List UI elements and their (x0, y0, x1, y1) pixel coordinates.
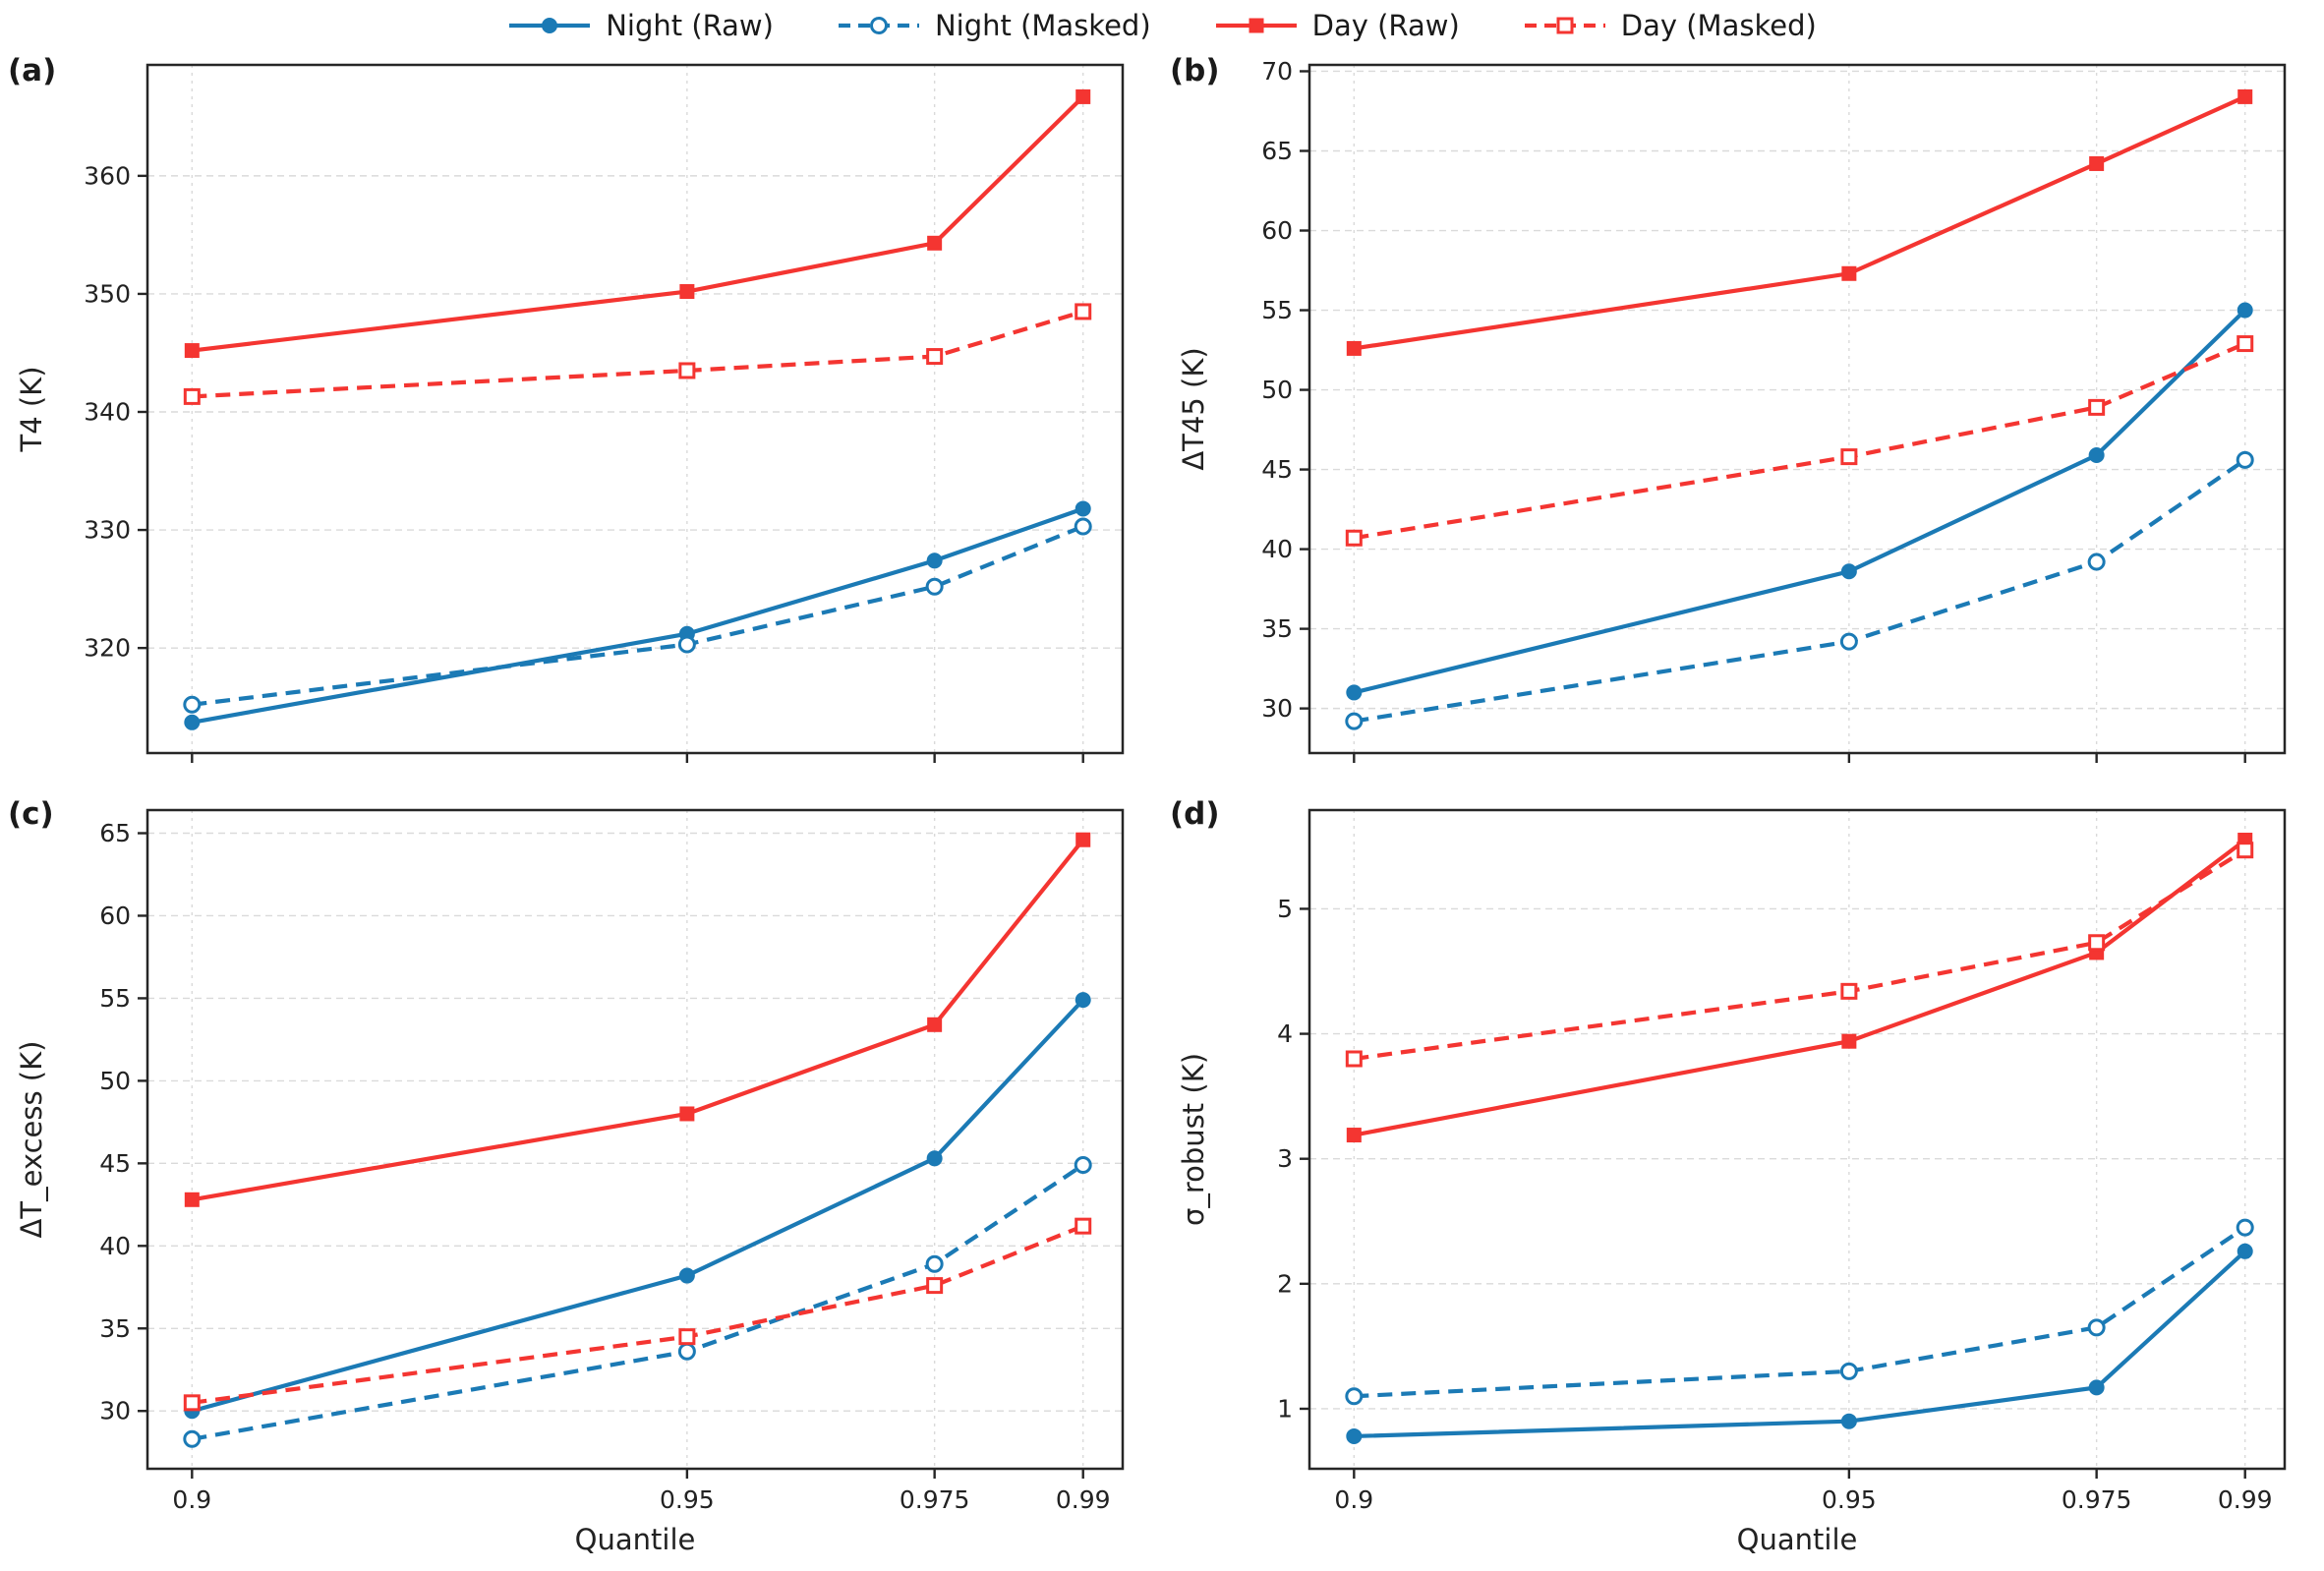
night-masked-line-marker-icon (838, 17, 919, 34)
svg-text:4: 4 (1277, 1019, 1293, 1048)
legend-item-day-raw: Day (Raw) (1214, 9, 1460, 42)
panel-d: (d) 1 2 3 4 5 0.9 0.95 0.975 0.99 σ_robust (K) Qua… (1162, 785, 2324, 1571)
svg-text:330: 330 (84, 516, 131, 545)
svg-text:Quantile: Quantile (575, 1523, 696, 1556)
legend: Night (Raw) Night (Masked) Day (Raw) Day… (0, 0, 2324, 51)
panel-letter-b: (b) (1170, 53, 1220, 88)
legend-item-day-masked: Day (Masked) (1523, 9, 1817, 42)
svg-text:45: 45 (1261, 455, 1293, 484)
panel-c: (c) 30 35 40 45 50 55 60 65 0.9 0.95 0.975 0.99 ΔT_e… (0, 785, 1162, 1571)
panel-b: (b) 30 35 40 45 50 55 60 65 70 ΔT45 (K) (1162, 51, 2324, 785)
svg-text:0.99: 0.99 (2218, 1485, 2273, 1514)
svg-text:Quantile: Quantile (1737, 1523, 1858, 1556)
svg-text:35: 35 (99, 1314, 131, 1343)
svg-text:0.99: 0.99 (1056, 1485, 1111, 1514)
svg-text:60: 60 (99, 902, 131, 930)
legend-item-night-masked: Night (Masked) (837, 9, 1151, 42)
svg-text:T4 (K): T4 (K) (15, 366, 48, 452)
legend-label: Day (Masked) (1620, 9, 1817, 42)
svg-text:65: 65 (99, 819, 131, 847)
svg-text:35: 35 (1261, 614, 1293, 643)
svg-text:3: 3 (1277, 1144, 1293, 1173)
panel-letter-d: (d) (1170, 796, 1220, 832)
svg-text:0.9: 0.9 (1334, 1485, 1373, 1514)
svg-text:50: 50 (1261, 376, 1293, 404)
svg-text:70: 70 (1261, 57, 1293, 86)
svg-text:40: 40 (1261, 535, 1293, 563)
svg-text:0.975: 0.975 (900, 1485, 970, 1514)
svg-text:0.95: 0.95 (1822, 1485, 1877, 1514)
svg-text:360: 360 (84, 161, 131, 190)
svg-text:45: 45 (99, 1149, 131, 1178)
day-masked-line-marker-icon (1524, 17, 1605, 34)
chart-sigma-robust: 1 2 3 4 5 0.9 0.95 0.975 0.99 σ_robust (K) Quantil… (1177, 808, 2287, 1556)
legend-label: Night (Raw) (606, 9, 774, 42)
svg-text:ΔT_excess (K): ΔT_excess (K) (15, 1041, 48, 1239)
svg-text:1: 1 (1277, 1394, 1293, 1423)
legend-label: Day (Raw) (1311, 9, 1460, 42)
panel-a: (a) 320 330 340 350 360 T4 (K) (0, 51, 1162, 785)
svg-text:30: 30 (99, 1397, 131, 1426)
svg-text:0.975: 0.975 (2062, 1485, 2132, 1514)
panels-grid: (a) 320 330 340 350 360 T4 (K) (b) 30 35 40 45 50… (0, 51, 2324, 1571)
svg-text:30: 30 (1261, 694, 1293, 723)
svg-text:0.9: 0.9 (172, 1485, 211, 1514)
svg-text:ΔT45 (K): ΔT45 (K) (1177, 347, 1210, 470)
legend-label: Night (Masked) (934, 9, 1151, 42)
svg-text:2: 2 (1277, 1269, 1293, 1298)
svg-text:60: 60 (1261, 216, 1293, 245)
day-raw-line-marker-icon (1215, 18, 1297, 33)
chart-t4: 320 330 340 350 360 T4 (K) (15, 63, 1125, 763)
legend-item-night-raw: Night (Raw) (507, 9, 774, 42)
svg-text:340: 340 (84, 398, 131, 427)
panel-letter-c: (c) (8, 796, 54, 832)
chart-dt45: 30 35 40 45 50 55 60 65 70 ΔT45 (K) (1177, 57, 2287, 763)
panel-letter-a: (a) (8, 53, 57, 88)
night-raw-line-marker-icon (509, 18, 591, 33)
svg-text:50: 50 (99, 1067, 131, 1095)
svg-text:5: 5 (1277, 895, 1293, 923)
chart-dt-excess: 30 35 40 45 50 55 60 65 0.9 0.95 0.975 0.99 ΔT_exces… (15, 808, 1125, 1556)
svg-text:55: 55 (1261, 296, 1293, 324)
svg-text:40: 40 (99, 1232, 131, 1260)
svg-text:55: 55 (99, 984, 131, 1013)
svg-text:σ_robust (K): σ_robust (K) (1177, 1053, 1210, 1226)
svg-text:320: 320 (84, 634, 131, 663)
svg-text:350: 350 (84, 279, 131, 308)
svg-text:65: 65 (1261, 137, 1293, 165)
svg-text:0.95: 0.95 (660, 1485, 715, 1514)
